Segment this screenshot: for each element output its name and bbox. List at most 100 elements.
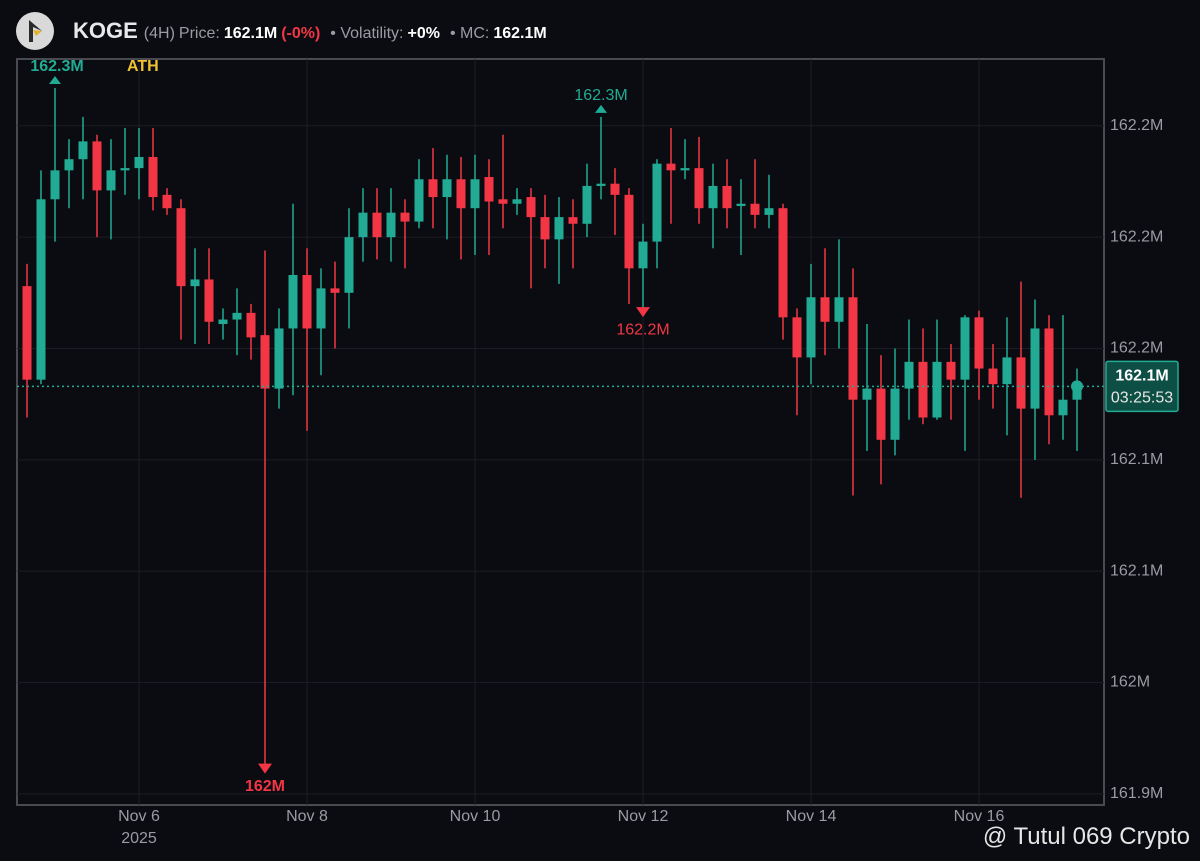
- low-label: 162.2M: [616, 321, 669, 338]
- candle-body: [582, 185, 592, 224]
- price: 162.1M: [223, 25, 278, 42]
- countdown: 03:25:53: [1111, 390, 1173, 407]
- candle-body: [694, 168, 704, 209]
- candle-body: [246, 312, 256, 338]
- candle-body: [260, 335, 270, 389]
- high-marker: [49, 75, 61, 84]
- candle-body: [568, 217, 578, 224]
- candle-body: [50, 170, 60, 200]
- volatility: +0%: [407, 25, 440, 42]
- y-tick-label: 162.2M: [1110, 117, 1163, 134]
- last-price-label: 162.1M: [1115, 368, 1168, 385]
- ath-label: ATH: [127, 58, 159, 75]
- candle-body: [596, 183, 606, 186]
- y-tick-label: 162M: [1110, 674, 1150, 691]
- candle-body: [316, 288, 326, 329]
- candle-body: [778, 208, 788, 318]
- candle-body: [218, 319, 228, 324]
- y-tick-label: 162.1M: [1110, 562, 1163, 579]
- candle-body: [1030, 328, 1040, 409]
- x-tick-label: Nov 6: [118, 808, 160, 825]
- candle-body: [862, 388, 872, 400]
- volatility-label: • Volatility:: [330, 25, 404, 42]
- candle-body: [960, 317, 970, 380]
- low-marker: [636, 307, 650, 318]
- candle-body: [932, 361, 942, 418]
- candle-body: [792, 317, 802, 358]
- candle-body: [680, 168, 690, 171]
- mc-label: • MC:: [449, 25, 490, 42]
- candle-body: [78, 141, 88, 160]
- year-label: 2025: [121, 830, 157, 847]
- candle-body: [330, 288, 340, 293]
- candle-body: [120, 168, 130, 171]
- candle-body: [834, 297, 844, 322]
- candle-body: [610, 183, 620, 195]
- mc: 162.1M: [493, 25, 547, 42]
- low-marker: [258, 763, 272, 774]
- candle-body: [372, 212, 382, 238]
- candle-body: [1044, 328, 1054, 416]
- y-tick-label: 162.2M: [1110, 340, 1163, 357]
- candle-body: [708, 185, 718, 209]
- candle-body: [988, 368, 998, 385]
- candle-body: [134, 156, 144, 169]
- candle-body: [722, 185, 732, 209]
- candle-body: [442, 179, 452, 198]
- candle-body: [162, 194, 172, 209]
- low-label: 162M: [245, 778, 285, 795]
- watermark: @ Tutul 069 Crypto: [982, 823, 1190, 850]
- header-info: KOGE (4H) Price: 162.1M (-0%) • Volatili…: [73, 18, 547, 44]
- candle-body: [848, 297, 858, 400]
- candle-body: [1058, 399, 1068, 416]
- x-tick-label: Nov 14: [786, 808, 837, 825]
- header: KOGE (4H) Price: 162.1M (-0%) • Volatili…: [0, 0, 1200, 60]
- candle-body: [204, 279, 214, 322]
- price-label: Price:: [178, 25, 220, 42]
- candle-body: [540, 217, 550, 240]
- candle-body: [288, 275, 298, 329]
- candle-body: [624, 194, 634, 269]
- interval: (4H): [143, 25, 175, 42]
- candle-body: [764, 208, 774, 215]
- candle-body: [512, 199, 522, 204]
- candle-body: [750, 203, 760, 215]
- candle-body: [190, 279, 200, 287]
- symbol: KOGE: [73, 18, 138, 43]
- candle-body: [386, 212, 396, 238]
- y-tick-label: 162.2M: [1110, 228, 1163, 245]
- price-box: [1105, 360, 1179, 413]
- candle-body: [232, 312, 242, 320]
- x-tick-label: Nov 10: [450, 808, 501, 825]
- candle-body: [652, 163, 662, 242]
- candle-body: [498, 199, 508, 204]
- candle-body: [456, 179, 466, 209]
- high-label: 162.3M: [574, 87, 627, 104]
- y-tick-label: 162.1M: [1110, 451, 1163, 468]
- x-tick-label: Nov 12: [618, 808, 669, 825]
- candle-body: [1002, 357, 1012, 385]
- logo: [16, 12, 54, 50]
- candle-body: [470, 179, 480, 209]
- candle-body: [666, 163, 676, 171]
- candle-body: [806, 297, 816, 358]
- candle-body: [736, 203, 746, 206]
- last-price-dot: [1071, 380, 1083, 393]
- candle-body: [92, 141, 102, 191]
- candle-body: [1016, 357, 1026, 409]
- candle-body: [484, 177, 494, 202]
- candle-body: [176, 208, 186, 287]
- y-tick-label: 161.9M: [1110, 785, 1163, 802]
- candle-body: [64, 159, 74, 171]
- candle-body: [526, 197, 536, 218]
- high-marker: [595, 104, 607, 113]
- candle-body: [36, 199, 46, 380]
- plot-frame: [16, 58, 1105, 806]
- candle-body: [890, 388, 900, 440]
- candle-body: [274, 328, 284, 389]
- candle-body: [302, 275, 312, 329]
- candle-body: [946, 361, 956, 380]
- candle-body: [918, 361, 928, 418]
